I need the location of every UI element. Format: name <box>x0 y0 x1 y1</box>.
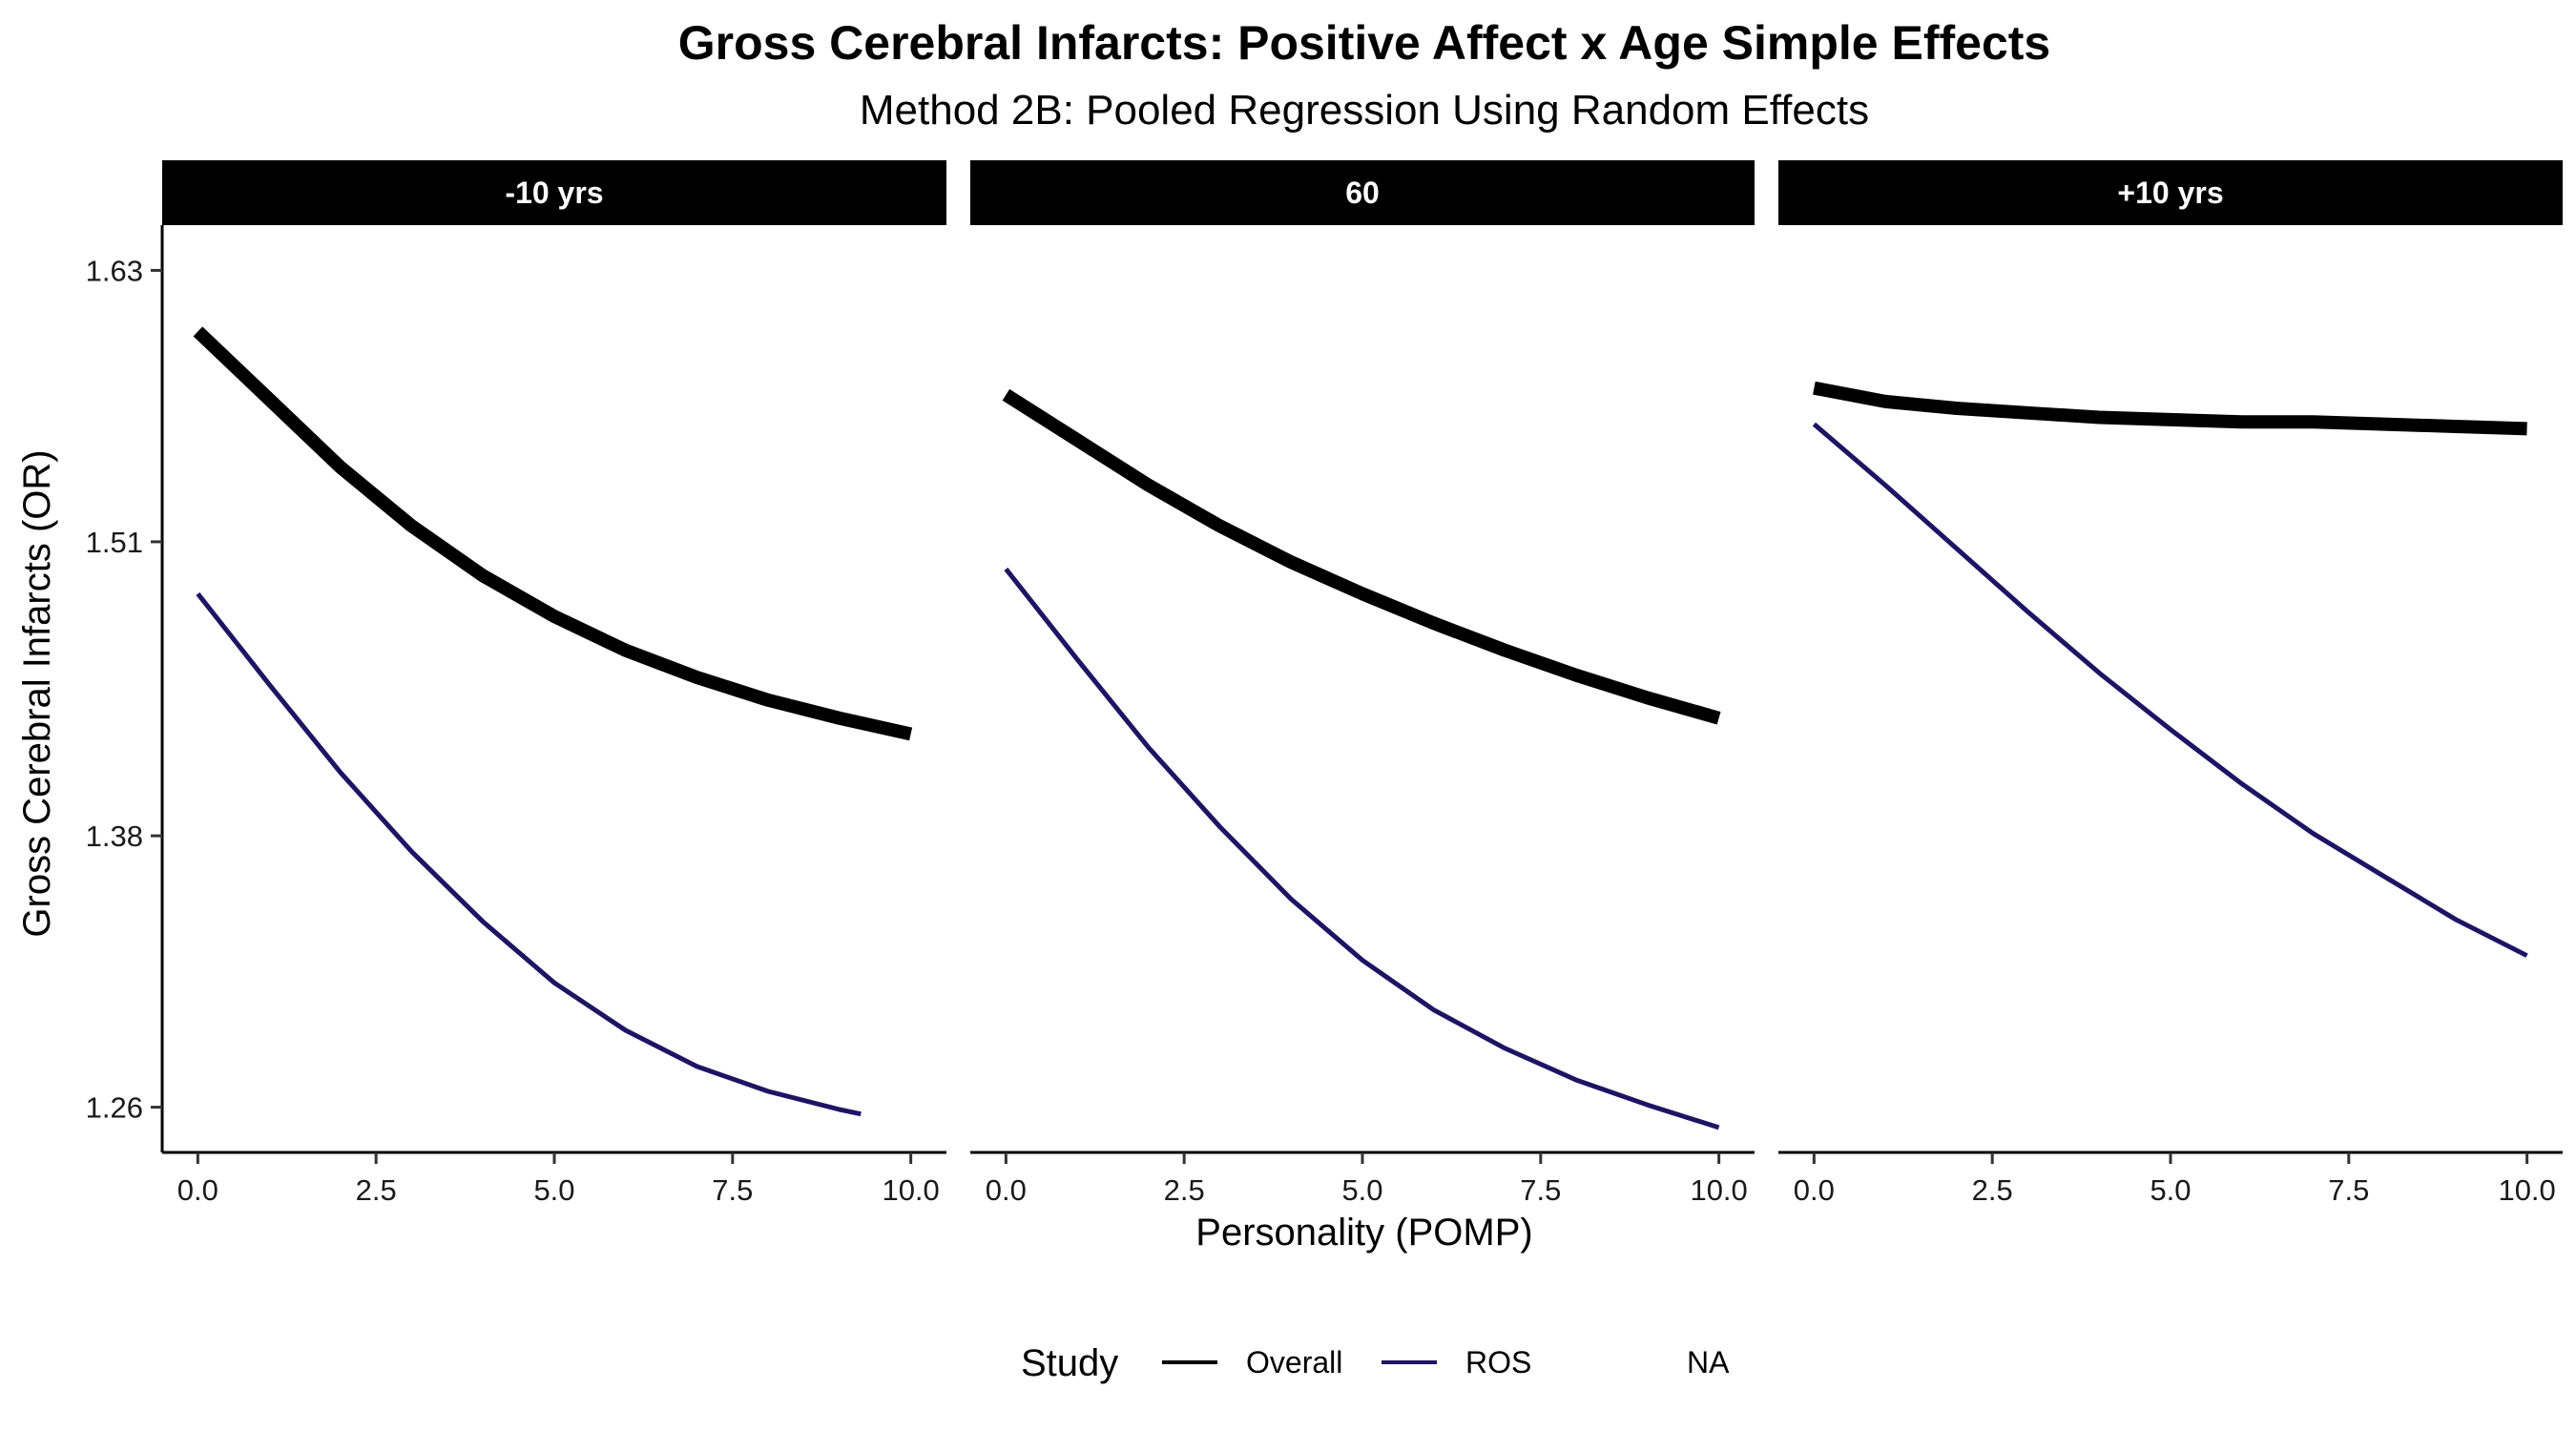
x-axis-title: Personality (POMP) <box>1195 1212 1532 1254</box>
x-tick-label: 2.5 <box>1164 1173 1205 1207</box>
series-line-overall <box>1813 381 2527 436</box>
x-tick-label: 5.0 <box>533 1173 574 1207</box>
x-tick-label: 5.0 <box>2150 1173 2191 1207</box>
panel-2: 60 0.0 2.5 5.0 7.5 10.0 <box>970 160 1755 1207</box>
x-tick-label: 0.0 <box>177 1173 218 1207</box>
x-tick-label: 10.0 <box>882 1173 939 1207</box>
series-line-overall <box>1002 388 1721 725</box>
facet-strip-label: +10 yrs <box>2117 176 2223 210</box>
y-tick-label: 1.26 <box>86 1091 143 1125</box>
chart-subtitle: Method 2B: Pooled Regression Using Rando… <box>860 87 1869 134</box>
legend-label-overall: Overall <box>1246 1345 1342 1379</box>
series-line-ros <box>196 591 862 1117</box>
facet-strip-label: 60 <box>1345 176 1380 210</box>
panel-3: +10 yrs 0.0 2.5 5.0 7.5 10.0 <box>1778 160 2563 1207</box>
x-tick-label: 5.0 <box>1341 1173 1382 1207</box>
facet-strip <box>1778 160 2563 225</box>
y-axis-title: Gross Cerebral Infarcts (OR) <box>16 449 58 937</box>
facet-panels: -10 yrs 0.0 2.5 5.0 7.5 10.0 60 0.0 2.5 5.0 7.5 10.… <box>162 160 2563 1207</box>
y-tick-label: 1.63 <box>86 254 143 287</box>
y-axis: 1.26 1.38 1.51 1.63 <box>86 225 164 1152</box>
chart-title: Gross Cerebral Infarcts: Positive Affect… <box>678 16 2050 70</box>
legend-title: Study <box>1021 1342 1118 1384</box>
y-tick-label: 1.38 <box>86 819 143 853</box>
series-line-ros <box>1004 567 1720 1130</box>
x-tick-label: 10.0 <box>1690 1173 1747 1207</box>
x-tick-label: 0.0 <box>1794 1173 1835 1207</box>
series-line-ros <box>1812 422 2528 958</box>
panel-1: -10 yrs 0.0 2.5 5.0 7.5 10.0 <box>162 160 946 1207</box>
legend-label-ros: ROS <box>1465 1345 1531 1379</box>
x-tick-label: 7.5 <box>2328 1173 2369 1207</box>
x-tick-label: 2.5 <box>356 1173 397 1207</box>
x-tick-label: 2.5 <box>1972 1173 2013 1207</box>
facet-strip <box>162 160 946 225</box>
legend: Study Overall ROS NA <box>1021 1342 1730 1384</box>
facet-strip-label: -10 yrs <box>505 176 603 210</box>
x-tick-label: 0.0 <box>986 1173 1027 1207</box>
x-tick-label: 7.5 <box>1520 1173 1561 1207</box>
legend-label-na: NA <box>1687 1345 1730 1379</box>
x-tick-label: 7.5 <box>712 1173 753 1207</box>
series-line-overall <box>193 326 913 741</box>
facet-strip <box>970 160 1755 225</box>
x-tick-label: 10.0 <box>2498 1173 2555 1207</box>
y-tick-label: 1.51 <box>86 526 143 559</box>
